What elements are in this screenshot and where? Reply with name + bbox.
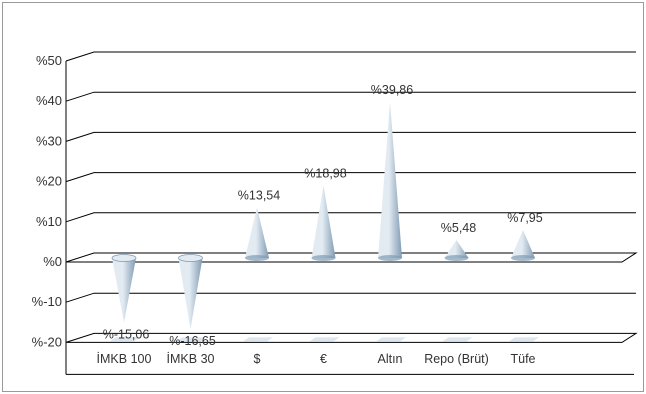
data-label: %7,95 [507, 211, 542, 225]
cone-body [245, 207, 269, 258]
gridline [65, 212, 636, 223]
x-tick-label: Repo (Brüt) [424, 352, 489, 366]
y-tick-label: %30 [36, 133, 62, 148]
data-label: %13,54 [238, 189, 280, 203]
gridline-plane [65, 332, 638, 343]
x-tick-label: İMKB 30 [167, 352, 215, 366]
cone-mark: %7,95 [507, 211, 543, 342]
cone-shadow [110, 337, 140, 342]
cone-shadow [442, 337, 473, 342]
cone-shadow [243, 337, 273, 342]
cone-body [178, 258, 203, 329]
cone-shadow [376, 337, 406, 342]
cone-base [245, 255, 269, 261]
cone-mark: %39,86 [371, 83, 413, 342]
cone-body [378, 101, 402, 258]
cone-shadow [509, 337, 539, 342]
cone-top [178, 254, 203, 262]
y-tick-label: %20 [36, 174, 62, 189]
data-label: %39,86 [371, 83, 413, 97]
y-tick-label: %0 [43, 254, 62, 269]
x-tick-label: Tüfe [510, 352, 535, 366]
x-tick-label: € [320, 352, 327, 366]
cone-base [511, 255, 535, 261]
y-tick-label: %-10 [32, 294, 62, 309]
cone-body [311, 185, 336, 258]
y-tick-label: %-20 [32, 334, 62, 349]
gridline [65, 51, 636, 62]
cones: %-15,06 %-16,65 %13,54 %18,98 %39,86 %5,48 %7,… [103, 83, 543, 348]
data-label: %-16,65 [169, 334, 216, 348]
data-label: %18,98 [304, 167, 346, 181]
cone-shadow [176, 337, 207, 342]
cone-mark: %13,54 [238, 189, 280, 342]
data-label: %-15,06 [103, 328, 150, 342]
x-tick-label: Altın [377, 352, 402, 366]
cone-mark: %-15,06 [103, 254, 150, 342]
cone-mark: %-16,65 [169, 254, 216, 348]
y-tick-label: %10 [36, 214, 62, 229]
y-tick-label: %50 [36, 53, 62, 68]
data-label: %5,48 [441, 221, 476, 235]
cone-base [444, 255, 469, 261]
cone-base [378, 255, 402, 261]
cone-shadow [309, 337, 340, 342]
x-tick-label: İMKB 100 [97, 352, 152, 366]
gridlines [65, 51, 638, 375]
cone-base [311, 255, 336, 261]
cone-top [111, 254, 137, 262]
cone-mark: %18,98 [304, 167, 347, 342]
x-axis: İMKB 100 İMKB 30 $ € Altın Repo (Brüt) Tüfe [97, 352, 536, 366]
gridline [65, 292, 636, 303]
gridline [65, 131, 636, 142]
cone-body [444, 239, 469, 258]
cone-body [112, 258, 136, 323]
cone-mark: %5,48 [441, 221, 476, 342]
x-tick-label: $ [254, 352, 261, 366]
gridline [65, 91, 636, 102]
gridline [65, 172, 636, 183]
cone-body [511, 230, 535, 258]
gridline-plane [65, 252, 638, 263]
y-axis: %50 %40 %30 %20 %10 %0 %-10 %-20 [32, 53, 62, 349]
y-tick-label: %40 [36, 93, 62, 108]
